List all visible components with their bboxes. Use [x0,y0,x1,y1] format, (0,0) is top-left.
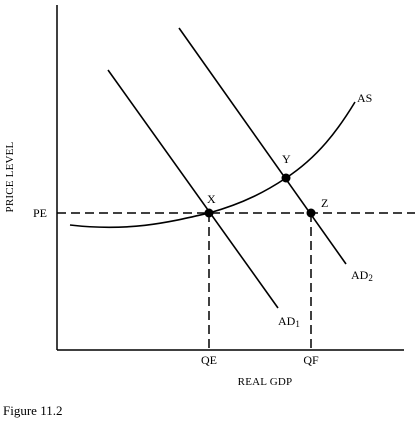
x-axis-title: REAL GDP [238,376,293,388]
ad1-curve [107,69,279,309]
qf-label: QF [303,353,319,367]
qe-label: QE [201,353,217,367]
pe-label: PE [33,206,47,220]
ad2-label-sub: 2 [368,273,373,283]
point-x-marker [204,208,214,218]
point-z-label: Z [321,196,328,210]
point-y-label: Y [282,152,291,166]
figure-caption: Figure 11.2 [3,403,62,418]
point-x-label: X [207,192,216,206]
y-axis-title: PRICE LEVEL [4,141,16,212]
point-z-marker [306,208,316,218]
ad1-label-main: AD [278,314,296,328]
as-curve [69,101,356,229]
point-y-marker [281,173,291,183]
ad2-label-main: AD [351,268,369,282]
ad1-label: AD1 [278,314,300,329]
ad2-curve [178,27,347,265]
ad2-label: AD2 [351,268,373,283]
as-label: AS [357,91,372,105]
ad1-label-sub: 1 [295,319,300,329]
